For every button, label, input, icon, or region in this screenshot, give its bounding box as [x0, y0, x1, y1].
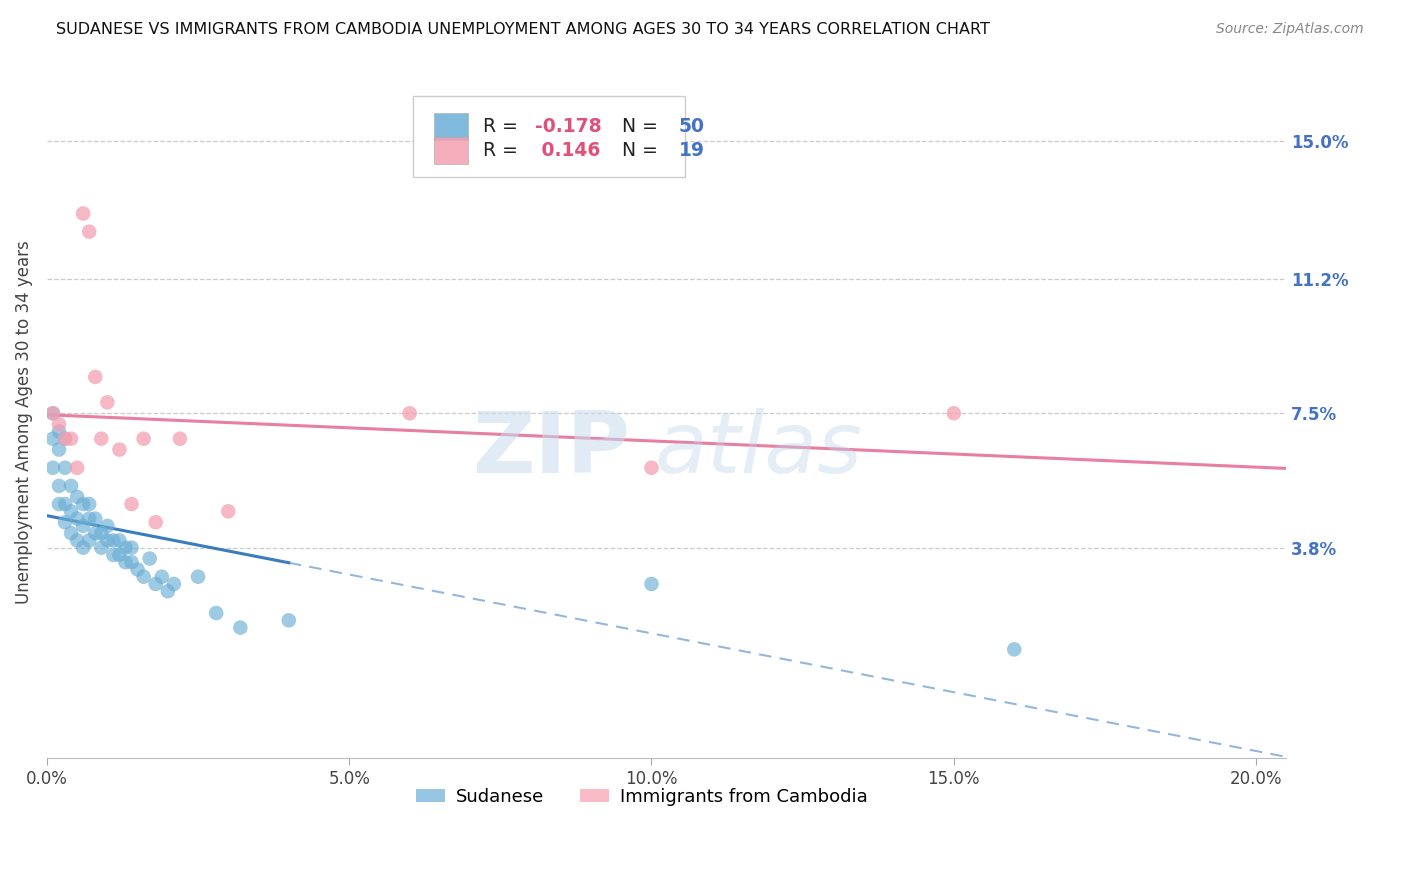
Point [84, 526, 107, 541]
Point [150, 570, 173, 584]
Point [114, 555, 136, 569]
Point [114, 541, 136, 555]
Point [48, 442, 70, 457]
Point [60, 504, 83, 518]
Text: ZIP: ZIP [471, 408, 630, 491]
Point [60, 479, 83, 493]
Point [132, 570, 155, 584]
Text: 50: 50 [679, 117, 704, 136]
Point [942, 406, 965, 420]
Point [77, 533, 100, 548]
Point [90, 432, 112, 446]
Point [121, 497, 143, 511]
Text: N =: N = [610, 141, 658, 160]
Text: -0.178: -0.178 [536, 117, 602, 136]
Text: N =: N = [610, 117, 658, 136]
Point [121, 541, 143, 555]
Point [66, 533, 89, 548]
Point [53, 432, 76, 446]
Point [217, 504, 239, 518]
Point [640, 577, 662, 591]
Point [187, 570, 209, 584]
Point [84, 511, 107, 525]
Point [66, 460, 89, 475]
Point [205, 606, 228, 620]
Point [42, 406, 65, 420]
Point [640, 460, 662, 475]
Point [145, 577, 167, 591]
Point [84, 370, 107, 384]
Point [121, 555, 143, 569]
Point [48, 425, 70, 439]
Point [108, 548, 131, 562]
Point [132, 432, 155, 446]
Point [108, 533, 131, 548]
Point [66, 511, 89, 525]
Point [42, 406, 65, 420]
FancyBboxPatch shape [433, 113, 468, 140]
Point [145, 515, 167, 529]
Point [96, 519, 118, 533]
Point [48, 497, 70, 511]
Point [103, 533, 125, 548]
Point [127, 562, 149, 576]
Point [72, 541, 94, 555]
Point [77, 497, 100, 511]
Text: SUDANESE VS IMMIGRANTS FROM CAMBODIA UNEMPLOYMENT AMONG AGES 30 TO 34 YEARS CORR: SUDANESE VS IMMIGRANTS FROM CAMBODIA UNE… [56, 22, 990, 37]
Point [1002, 642, 1025, 657]
Point [277, 613, 299, 627]
Point [108, 442, 131, 457]
Point [60, 526, 83, 541]
Point [77, 225, 100, 239]
Point [103, 548, 125, 562]
Point [96, 533, 118, 548]
Point [72, 519, 94, 533]
Point [42, 432, 65, 446]
Point [53, 432, 76, 446]
Text: R =: R = [484, 141, 524, 160]
Point [90, 541, 112, 555]
Point [53, 515, 76, 529]
Point [48, 417, 70, 432]
Point [42, 460, 65, 475]
FancyBboxPatch shape [412, 96, 685, 178]
Point [163, 577, 186, 591]
Text: 0.146: 0.146 [536, 141, 600, 160]
Legend: Sudanese, Immigrants from Cambodia: Sudanese, Immigrants from Cambodia [409, 780, 875, 814]
Point [169, 432, 191, 446]
Point [48, 479, 70, 493]
Text: atlas: atlas [654, 408, 862, 491]
Text: 19: 19 [679, 141, 704, 160]
Point [60, 432, 83, 446]
Point [96, 395, 118, 409]
Point [398, 406, 420, 420]
Point [72, 206, 94, 220]
Point [229, 621, 252, 635]
Y-axis label: Unemployment Among Ages 30 to 34 years: Unemployment Among Ages 30 to 34 years [15, 241, 32, 604]
Text: Source: ZipAtlas.com: Source: ZipAtlas.com [1216, 22, 1364, 37]
Point [77, 511, 100, 525]
Point [53, 497, 76, 511]
Point [66, 490, 89, 504]
Point [53, 460, 76, 475]
Point [138, 551, 160, 566]
FancyBboxPatch shape [433, 136, 468, 163]
Point [72, 497, 94, 511]
Point [156, 584, 179, 599]
Point [90, 526, 112, 541]
Text: R =: R = [484, 117, 524, 136]
